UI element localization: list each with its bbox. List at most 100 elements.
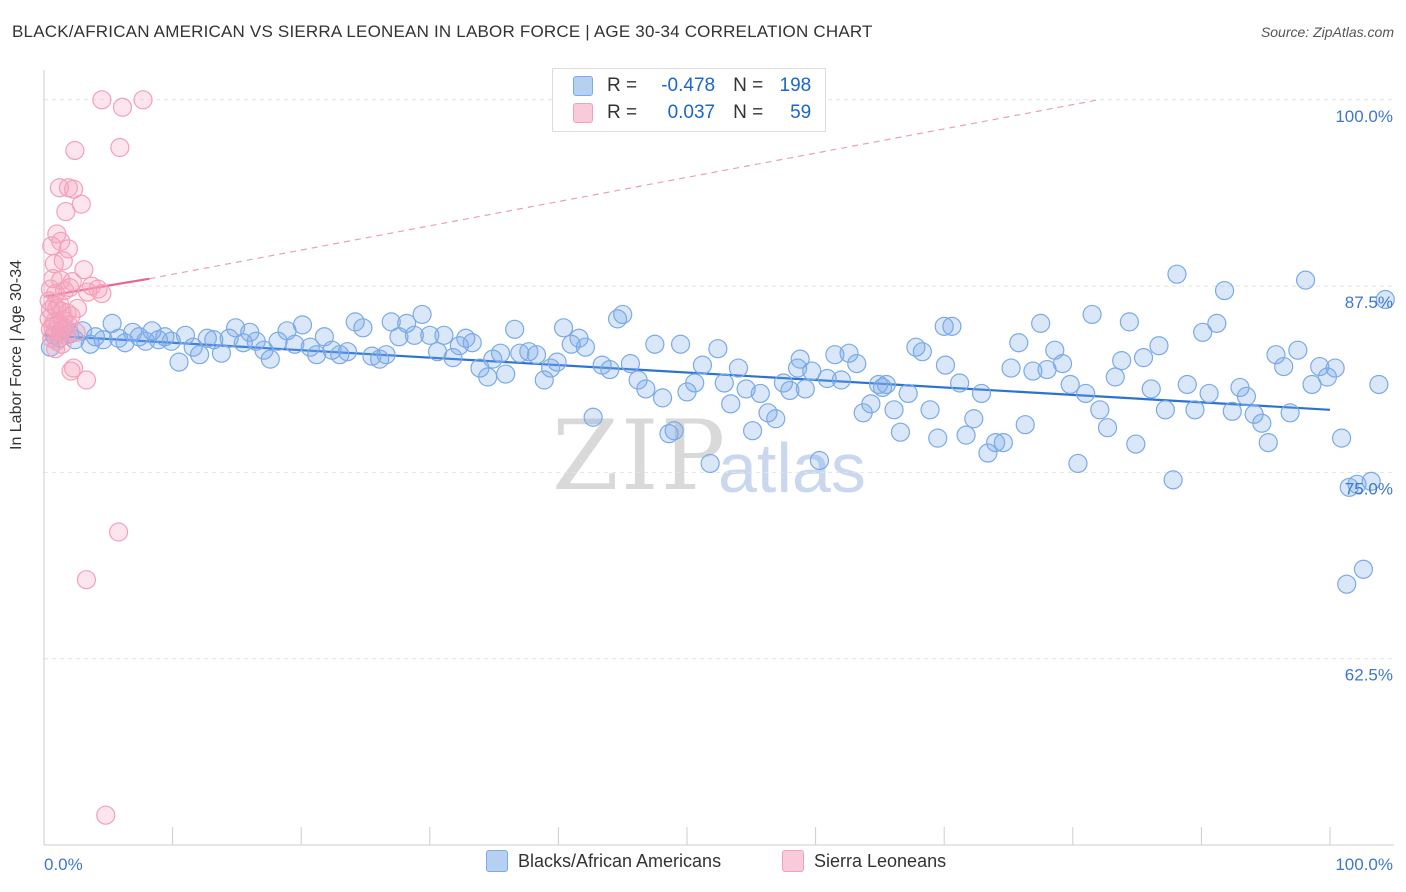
legend-item-blacks: Blacks/African Americans [486, 850, 721, 872]
point-blacks [547, 352, 567, 372]
point-sierra [96, 805, 116, 825]
point-blacks [169, 352, 189, 372]
stats-r-label: R = [607, 75, 638, 96]
point-blacks [736, 379, 756, 399]
stats-legend: R = -0.478 N = 198 R = 0.037 N = 59 [552, 68, 826, 132]
point-blacks [300, 337, 320, 357]
point-blacks [1149, 336, 1169, 356]
point-blacks [750, 383, 770, 404]
point-blacks [1126, 434, 1146, 454]
point-blacks [652, 388, 673, 408]
trend-lines [43, 99, 1331, 411]
point-blacks [190, 345, 210, 365]
point-blacks [1097, 418, 1118, 438]
point-blacks [620, 354, 641, 374]
point-sierra [112, 97, 133, 117]
point-sierra [65, 140, 85, 161]
point-sierra [54, 318, 75, 338]
point-blacks [292, 315, 313, 335]
point-blacks [115, 333, 135, 353]
point-blacks [1331, 428, 1352, 448]
point-blacks [600, 359, 620, 380]
point-blacks [809, 450, 830, 471]
point-blacks [636, 379, 656, 399]
point-blacks [1252, 413, 1272, 433]
point-blacks [1133, 348, 1154, 368]
point-blacks [1222, 401, 1242, 421]
point-blacks [795, 379, 815, 399]
point-sierra [76, 370, 97, 390]
point-blacks [526, 345, 547, 365]
point-blacks [872, 377, 893, 398]
point-blacks [1353, 559, 1374, 579]
point-blacks [920, 400, 940, 420]
point-blacks [1310, 356, 1330, 377]
trend-line-extension [149, 99, 1099, 280]
point-blacks [575, 337, 596, 357]
point-sierra [108, 522, 129, 542]
source-label: Source: ZipAtlas.com [1260, 24, 1394, 40]
point-blacks [1155, 400, 1175, 420]
point-sierra [66, 322, 86, 342]
bottom-legend: Blacks/African Americans Sierra Leoneans [0, 850, 1406, 880]
point-blacks [226, 318, 246, 338]
point-blacks [1274, 356, 1294, 377]
point-blacks [884, 400, 904, 420]
point-blacks [692, 355, 713, 375]
point-blacks [971, 383, 992, 404]
point-blacks [708, 339, 728, 359]
point-blacks [1337, 574, 1357, 594]
point-blacks [175, 325, 196, 345]
point-blacks [1015, 415, 1035, 435]
point-sierra [92, 90, 112, 110]
point-sierra [61, 361, 81, 381]
point-sierra [51, 231, 71, 251]
point-blacks [1068, 453, 1088, 474]
axes [43, 70, 1394, 846]
point-blacks [890, 422, 911, 442]
point-blacks [1076, 383, 1096, 404]
legend-label-sierra: Sierra Leoneans [814, 850, 947, 871]
point-blacks [839, 343, 859, 363]
point-blacks [758, 403, 778, 423]
point-blacks [397, 313, 417, 333]
point-sierra [53, 251, 73, 271]
point-sierra [92, 283, 112, 304]
point-sierra [56, 201, 76, 222]
point-blacks [898, 383, 918, 404]
point-blacks [1052, 354, 1073, 374]
point-blacks [950, 373, 970, 393]
point-blacks [986, 432, 1006, 453]
x-tick-label-min: 0.0% [44, 855, 83, 874]
point-blacks [1266, 345, 1286, 365]
point-blacks [1302, 374, 1322, 395]
stats-r-label: R = [607, 102, 638, 123]
point-blacks [412, 304, 432, 325]
point-blacks [1119, 312, 1139, 332]
point-blacks [912, 342, 932, 362]
point-blacks [1236, 386, 1257, 406]
y-axis-label: In Labor Force | Age 30-34 [8, 259, 25, 450]
point-blacks [1207, 313, 1227, 333]
point-blacks [942, 316, 962, 336]
point-blacks [183, 337, 203, 357]
point-blacks [613, 304, 633, 325]
legend-swatch-sierra [782, 850, 804, 872]
point-sierra [71, 194, 91, 214]
point-blacks [1001, 358, 1021, 378]
point-blacks [802, 361, 822, 381]
stats-n-value: 198 [779, 75, 812, 96]
point-blacks [583, 407, 603, 427]
point-blacks [505, 319, 525, 339]
point-blacks [1214, 280, 1235, 301]
point-blacks [1112, 351, 1132, 371]
point-blacks [1280, 403, 1300, 423]
point-blacks [721, 394, 741, 414]
point-blacks [1339, 477, 1359, 497]
trend-line-sierra [43, 277, 150, 298]
point-blacks [1295, 270, 1316, 290]
point-blacks [1141, 379, 1161, 399]
point-blacks [443, 348, 463, 368]
point-blacks [1258, 432, 1278, 453]
